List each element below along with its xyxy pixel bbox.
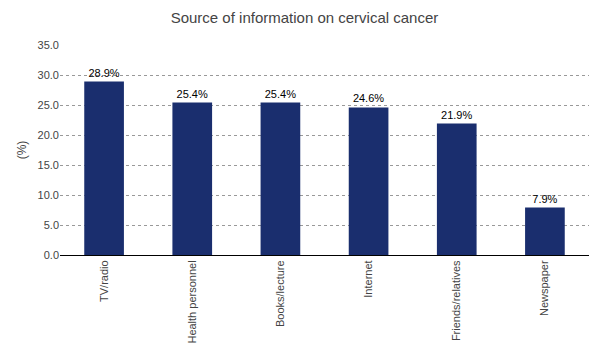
svg-text:30.0: 30.0 [38,69,59,81]
svg-text:5.0: 5.0 [44,219,59,231]
svg-text:10.0: 10.0 [38,189,59,201]
svg-text:Newspaper: Newspaper [538,260,550,316]
svg-text:21.9%: 21.9% [441,109,472,121]
svg-text:25.0: 25.0 [38,99,59,111]
svg-text:(%): (%) [15,141,29,160]
svg-text:Health personnel: Health personnel [186,260,198,343]
svg-text:0.0: 0.0 [44,249,59,261]
svg-text:TV/radio: TV/radio [98,260,110,302]
svg-text:28.9%: 28.9% [88,67,119,79]
svg-text:35.0: 35.0 [38,39,59,51]
svg-text:20.0: 20.0 [38,129,59,141]
svg-text:Internet: Internet [362,260,374,297]
svg-text:15.0: 15.0 [38,159,59,171]
svg-text:Friends/relatives: Friends/relatives [450,260,462,341]
svg-text:Books/lecture: Books/lecture [274,260,286,327]
svg-text:Source of information on cervi: Source of information on cervical cancer [171,9,439,26]
svg-text:7.9%: 7.9% [532,193,557,205]
svg-text:25.4%: 25.4% [177,88,208,100]
svg-text:25.4%: 25.4% [265,88,296,100]
svg-text:24.6%: 24.6% [353,92,384,104]
